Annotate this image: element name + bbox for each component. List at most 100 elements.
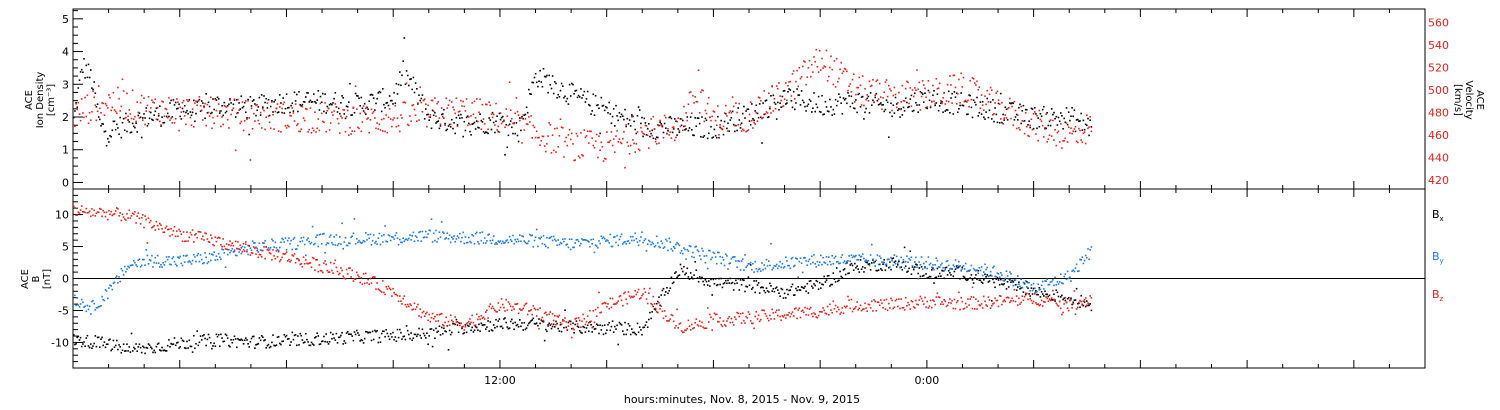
bottom-series-2-point <box>944 300 947 303</box>
top-series-0-point <box>626 117 629 120</box>
top-series-0-point <box>394 102 397 104</box>
bottom-series-1-point <box>114 276 117 279</box>
bottom-series-0-point <box>775 286 778 288</box>
bottom-series-1-point <box>139 266 142 268</box>
top-series-0-point <box>855 99 857 101</box>
bottom-series-1-point <box>638 239 641 242</box>
bottom-series-0-point <box>283 334 286 336</box>
bottom-series-2-point <box>507 301 510 303</box>
bottom-series-0-point <box>380 332 383 335</box>
bottom-series-0-point <box>925 273 927 275</box>
bottom-series-1-point <box>949 268 951 270</box>
bottom-series-2-point <box>429 320 432 323</box>
top-series-1-point <box>552 149 555 152</box>
bottom-series-0-point <box>288 337 290 340</box>
bottom-series-0-point <box>335 332 338 335</box>
bottom-series-0-point <box>625 333 627 336</box>
bottom-series-0-point <box>196 330 198 332</box>
bottom-series-0-point <box>648 318 650 321</box>
top-series-1-point <box>403 101 406 103</box>
bottom-series-2-point <box>766 317 769 320</box>
top-series-0-point <box>882 104 884 106</box>
top-series-0-point <box>925 106 927 109</box>
bottom-series-1-point <box>1012 284 1015 287</box>
top-series-1-point <box>1083 131 1086 133</box>
bottom-series-2-point <box>108 209 110 212</box>
bottom-series-2-point <box>1010 300 1012 302</box>
bottom-series-2-point <box>1083 299 1086 301</box>
bottom-series-0-point <box>391 336 393 338</box>
top-series-1-point <box>452 106 454 109</box>
top-series-0-point <box>883 110 885 113</box>
top-series-0-point <box>238 102 240 104</box>
top-series-1-point <box>353 130 356 133</box>
bottom-series-1-point <box>984 263 986 266</box>
bottom-series-1-point <box>1022 281 1025 284</box>
top-series-1-point <box>815 48 818 51</box>
top-series-1-point <box>617 141 619 143</box>
top-series-1-point <box>747 129 750 131</box>
top-series-0-point <box>589 104 591 107</box>
bottom-series-1-point <box>774 265 777 267</box>
bottom-series-0-point <box>563 326 565 329</box>
bottom-series-0-point <box>740 283 743 286</box>
bottom-series-0-point <box>262 336 264 338</box>
top-series-0-point <box>118 133 120 135</box>
bottom-series-0-point <box>475 326 478 329</box>
top-series-0-point <box>577 94 580 97</box>
bottom-series-1-point <box>121 269 124 272</box>
top-series-0-point <box>897 109 899 112</box>
top-series-0-point <box>194 120 196 123</box>
bottom-series-1-point <box>222 248 224 251</box>
top-series-0-point <box>74 110 76 112</box>
top-series-0-point <box>565 100 567 103</box>
bottom-series-2-point <box>620 299 623 302</box>
bottom-series-2-point <box>839 313 841 315</box>
bottom-series-0-point <box>615 328 617 330</box>
bottom-series-2-point <box>516 303 519 305</box>
bottom-series-0-point <box>761 286 763 288</box>
bottom-series-2-point <box>528 310 530 312</box>
top-series-1-point <box>160 124 162 126</box>
bottom-series-1-point <box>572 246 574 249</box>
bottom-series-1-point <box>538 237 540 239</box>
top-series-0-point <box>242 105 245 108</box>
bottom-series-1-point <box>95 307 98 309</box>
bottom-series-2-point <box>1038 304 1041 307</box>
top-series-0-point <box>674 118 676 120</box>
top-series-1-point <box>92 90 94 93</box>
bottom-series-0-point <box>785 297 787 299</box>
bottom-series-2-point <box>881 302 883 305</box>
top-series-1-point <box>401 117 403 119</box>
top-series-0-point <box>259 114 262 116</box>
top-series-1-point <box>358 127 360 130</box>
top-series-1-point <box>651 134 653 137</box>
bottom-series-2-point <box>1054 299 1056 301</box>
top-series-0-point <box>881 104 883 106</box>
bottom-series-2-point <box>797 309 799 311</box>
bottom-series-0-point <box>1022 291 1025 293</box>
top-series-0-point <box>217 98 220 100</box>
bottom-series-0-point <box>560 330 563 333</box>
bottom-series-1-point <box>871 243 873 246</box>
top-series-0-point <box>251 100 254 102</box>
bottom-series-0-point <box>513 328 515 331</box>
bottom-series-2-point <box>288 258 290 261</box>
top-series-1-point <box>99 107 101 110</box>
bottom-series-0-point <box>885 265 888 267</box>
bottom-series-0-point <box>396 328 399 331</box>
bottom-series-2-point <box>772 312 775 314</box>
bottom-series-2-point <box>1043 300 1045 303</box>
bottom-series-2-point <box>779 315 781 318</box>
top-series-0-point <box>328 104 331 106</box>
bottom-series-1-point <box>156 254 159 257</box>
top-series-1-point <box>1082 132 1085 135</box>
bottom-series-1-point <box>497 240 500 242</box>
top-series-1-point <box>153 102 155 104</box>
top-series-1-point <box>958 78 960 81</box>
top-series-1-point <box>502 121 504 123</box>
top-series-0-point <box>453 122 455 124</box>
bottom-series-1-point <box>962 265 965 267</box>
bottom-series-2-point <box>864 302 866 305</box>
top-series-0-point <box>618 112 621 114</box>
